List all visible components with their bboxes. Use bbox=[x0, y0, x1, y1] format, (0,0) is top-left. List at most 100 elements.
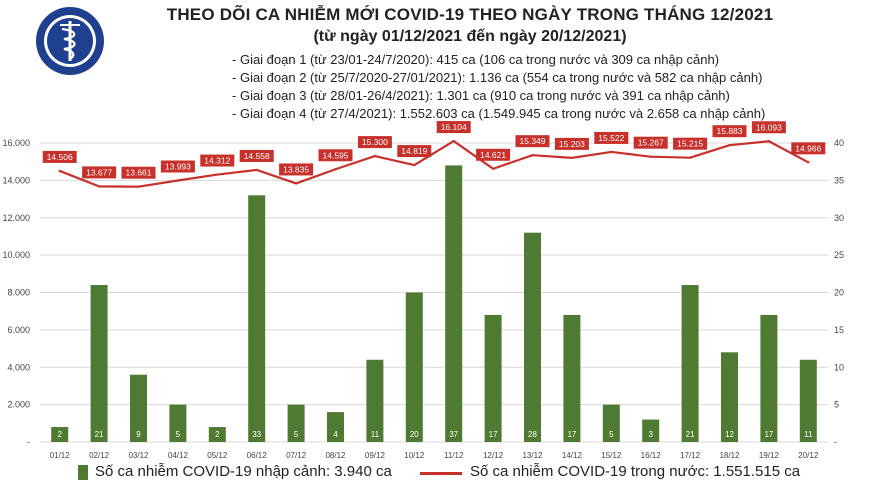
line-data-label: 16.104 bbox=[441, 122, 467, 132]
bar bbox=[248, 195, 266, 442]
y-right-tick-label: 35 bbox=[834, 175, 844, 185]
bar-data-label: 20 bbox=[410, 430, 419, 439]
line-point bbox=[373, 154, 377, 158]
x-tick-label: 20/12 bbox=[798, 451, 819, 460]
x-tick-label: 17/12 bbox=[680, 451, 701, 460]
bar bbox=[681, 285, 699, 442]
line-data-label: 15.215 bbox=[677, 139, 703, 149]
bar-data-label: 11 bbox=[371, 430, 380, 439]
line-data-label: 15.267 bbox=[638, 138, 664, 148]
legend-bar-label: Số ca nhiễm COVID-19 nhập cảnh: 3.940 ca bbox=[95, 463, 392, 480]
y-left-tick-label: - bbox=[27, 437, 30, 447]
legend-line-label: Số ca nhiễm COVID-19 trong nước: 1.551.5… bbox=[470, 463, 801, 480]
x-tick-label: 07/12 bbox=[286, 451, 307, 460]
line-point bbox=[570, 156, 574, 160]
bar bbox=[445, 165, 463, 443]
bar-data-label: 17 bbox=[489, 430, 498, 439]
y-left-tick-label: 4.000 bbox=[7, 362, 30, 372]
line-data-label: 15.883 bbox=[717, 126, 743, 136]
line-point bbox=[610, 150, 613, 154]
y-right-tick-label: 40 bbox=[834, 138, 844, 148]
line-data-label-box bbox=[554, 137, 589, 150]
ministry-of-health-logo bbox=[36, 7, 104, 75]
y-left-tick-label: 10.000 bbox=[2, 250, 30, 260]
y-left-tick-label: 6.000 bbox=[7, 325, 30, 335]
line-data-label-box bbox=[121, 166, 156, 179]
line-data-label: 13.993 bbox=[165, 162, 191, 172]
line-point bbox=[255, 168, 258, 172]
y-left-tick-label: 2.000 bbox=[7, 400, 30, 410]
bar-data-label: 2 bbox=[215, 430, 220, 439]
line-point bbox=[413, 163, 416, 167]
line-point bbox=[97, 185, 101, 188]
line-data-label: 16.093 bbox=[756, 122, 782, 132]
x-tick-label: 13/12 bbox=[522, 451, 543, 460]
y-left-tick-label: 12.000 bbox=[2, 213, 30, 223]
x-tick-label: 19/12 bbox=[759, 451, 780, 460]
x-tick-label: 14/12 bbox=[562, 451, 583, 460]
bar bbox=[90, 285, 108, 442]
phase-3-summary: Giai đoạn 3 (từ 28/01-26/4/2021): 1.301 … bbox=[232, 87, 765, 105]
line-point bbox=[491, 167, 495, 170]
bar-data-label: 5 bbox=[176, 430, 181, 439]
y-right-tick-label: 30 bbox=[834, 213, 844, 223]
bar-data-label: 3 bbox=[648, 430, 653, 439]
chart-legend: Số ca nhiễm COVID-19 nhập cảnh: 3.940 ca… bbox=[0, 462, 870, 484]
line-data-label-box bbox=[239, 149, 274, 162]
bar-data-label: 11 bbox=[804, 430, 813, 439]
x-tick-label: 18/12 bbox=[719, 451, 740, 460]
line-data-label-box bbox=[357, 136, 392, 149]
bar bbox=[405, 292, 423, 442]
line-data-label-box bbox=[673, 137, 708, 150]
bar bbox=[51, 427, 69, 442]
x-tick-label: 01/12 bbox=[50, 451, 71, 460]
bar bbox=[760, 314, 778, 442]
bar bbox=[130, 374, 147, 442]
line-data-label: 15.522 bbox=[598, 133, 624, 143]
x-tick-label: 03/12 bbox=[128, 451, 149, 460]
bar bbox=[642, 419, 660, 442]
line-point bbox=[137, 185, 140, 188]
bar-data-label: 2 bbox=[57, 430, 62, 439]
bar-data-label: 21 bbox=[95, 430, 104, 439]
line-point bbox=[294, 182, 298, 185]
x-tick-label: 02/12 bbox=[89, 451, 110, 460]
legend-bar-swatch bbox=[78, 465, 88, 480]
bar-data-label: 37 bbox=[449, 430, 458, 439]
bar-data-label: 5 bbox=[294, 430, 299, 439]
line-point bbox=[531, 153, 534, 157]
line-data-label-box bbox=[42, 150, 77, 163]
x-tick-label: 11/12 bbox=[444, 451, 464, 460]
x-tick-label: 08/12 bbox=[325, 451, 346, 460]
y-right-tick-label: - bbox=[834, 437, 837, 447]
line-data-label-box bbox=[594, 131, 629, 144]
phase-2-summary: Giai đoạn 2 (từ 25/7/2020-27/01/2021): 1… bbox=[232, 69, 765, 87]
bar bbox=[327, 412, 344, 442]
y-right-tick-label: 5 bbox=[834, 400, 839, 410]
chart-subtitle: (từ ngày 01/12/2021 đến ngày 20/12/2021) bbox=[313, 28, 627, 45]
line-data-label-box bbox=[751, 121, 786, 134]
bar bbox=[287, 404, 305, 442]
combo-chart: - 2.000 4.000 6.000 8.000 10.000 12.000 14.000 1… bbox=[2, 121, 844, 460]
line-data-label-box bbox=[515, 135, 550, 148]
line-point bbox=[176, 179, 180, 182]
line-data-label-box bbox=[712, 125, 747, 138]
line-data-label: 15.203 bbox=[559, 139, 585, 149]
chart-title: THEO DÕI CA NHIỄM MỚI COVID-19 THEO NGÀY… bbox=[166, 5, 774, 24]
bar-data-label: 17 bbox=[764, 430, 773, 439]
x-tick-label: 12/12 bbox=[483, 451, 504, 460]
x-tick-label: 09/12 bbox=[365, 451, 386, 460]
line-point bbox=[334, 168, 337, 171]
line-data-label-box bbox=[476, 148, 511, 161]
y-right-tick-label: 10 bbox=[834, 362, 844, 372]
line-data-label: 14.966 bbox=[795, 143, 821, 153]
line-data-label: 15.349 bbox=[520, 136, 546, 146]
line-data-label: 13.677 bbox=[86, 167, 112, 177]
line-data-label-box bbox=[791, 142, 826, 155]
bar bbox=[799, 359, 817, 442]
phase-4-summary: Giai đoạn 4 (từ 27/4/2021): 1.552.603 ca… bbox=[232, 105, 765, 123]
phase-1-summary: Giai đoạn 1 (từ 23/01-24/7/2020): 415 ca… bbox=[232, 51, 765, 69]
line-data-label-box bbox=[160, 160, 195, 173]
y-right-tick-label: 20 bbox=[834, 288, 844, 298]
bar bbox=[563, 314, 581, 442]
